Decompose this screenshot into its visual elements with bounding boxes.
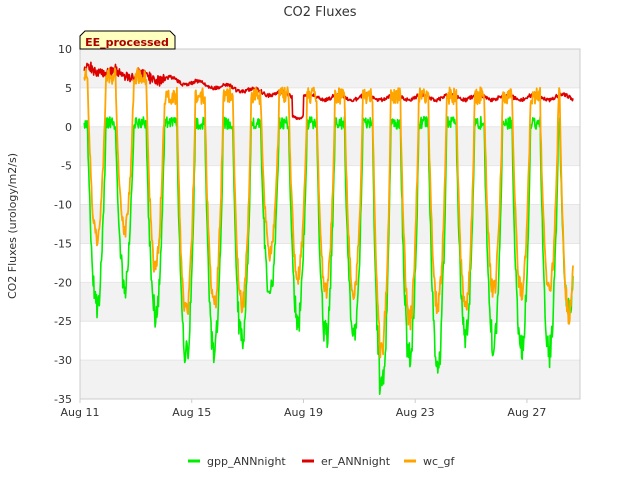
badge-shape: [79, 30, 176, 50]
series-line-wc: [83, 67, 574, 359]
y-tick-label: -5: [61, 160, 72, 173]
y-tick-label: -30: [54, 354, 72, 367]
legend-item: gpp_ANNnight: [188, 455, 286, 468]
y-axis-label: CO2 Fluxes (urology/m2/s): [6, 153, 19, 299]
processed-badge: EE_processed: [79, 30, 176, 50]
legend-item: wc_gf: [404, 455, 456, 468]
y-tick-label: 0: [65, 121, 72, 134]
y-tick-label: -20: [54, 276, 72, 289]
series-line-er: [83, 61, 574, 120]
series-line-gpp: [83, 115, 574, 395]
y-tick-label: -25: [54, 315, 72, 328]
plot-border: [79, 48, 581, 400]
y-tick-labels: -35 -30 -25 -20 -15 -10 -5 0 5 10: [54, 43, 72, 406]
legend: gpp_ANNnight er_ANNnight wc_gf: [188, 455, 456, 468]
x-tick-label: Aug 27: [507, 406, 546, 419]
chart-title: CO2 Fluxes: [283, 5, 356, 20]
y-tick-label: -10: [54, 199, 72, 212]
legend-label: gpp_ANNnight: [207, 455, 286, 468]
x-tick-labels: Aug 11 Aug 15 Aug 19 Aug 23 Aug 27: [61, 399, 546, 419]
x-tick-label: Aug 11: [61, 406, 100, 419]
shaded-band: [80, 360, 580, 399]
y-tick-label: -35: [54, 393, 72, 406]
legend-label: wc_gf: [423, 455, 456, 468]
x-tick-label: Aug 15: [172, 406, 211, 419]
series-group: [83, 61, 574, 395]
y-tick-label: 5: [65, 82, 72, 95]
legend-item: er_ANNnight: [302, 455, 391, 468]
shaded-band: [80, 126, 580, 166]
x-tick-label: Aug 23: [396, 406, 435, 419]
y-tick-label: -15: [54, 237, 72, 250]
y-tick-label: 10: [58, 43, 72, 56]
legend-label: er_ANNnight: [321, 455, 391, 468]
badge-label: EE_processed: [85, 36, 169, 49]
x-tick-label: Aug 19: [284, 406, 323, 419]
